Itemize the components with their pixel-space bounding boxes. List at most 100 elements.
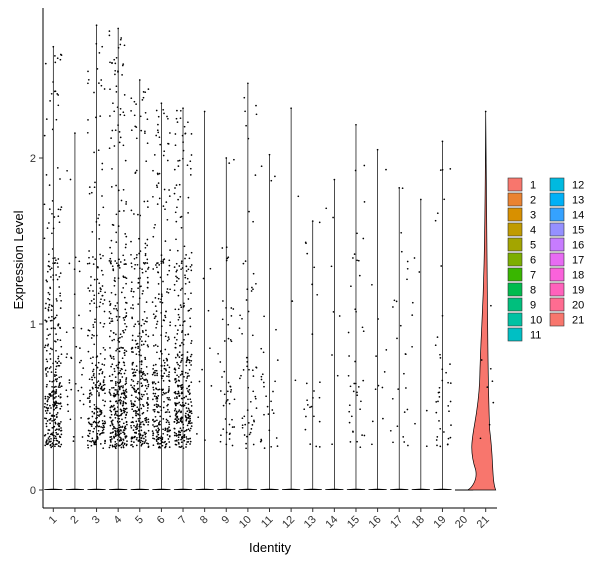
data-point <box>166 430 169 433</box>
data-point <box>178 384 180 387</box>
data-point <box>319 381 321 384</box>
data-point <box>116 302 119 304</box>
data-point <box>260 375 263 378</box>
data-point <box>121 357 124 360</box>
data-point <box>140 335 143 338</box>
data-point <box>95 386 98 389</box>
data-point <box>180 359 183 362</box>
data-point <box>173 434 176 437</box>
data-point <box>110 137 112 139</box>
data-point <box>252 443 255 446</box>
data-point <box>91 415 94 418</box>
data-point <box>137 417 140 420</box>
data-point <box>113 279 116 282</box>
data-point <box>93 343 96 346</box>
data-point <box>179 117 182 120</box>
data-point <box>93 373 95 375</box>
data-point <box>152 368 154 370</box>
data-point <box>174 408 177 410</box>
data-point <box>391 397 394 400</box>
data-point <box>184 402 187 405</box>
data-point <box>123 331 125 334</box>
data-point <box>78 260 81 263</box>
data-point <box>87 421 90 424</box>
data-point <box>179 434 182 436</box>
data-point <box>175 404 177 407</box>
data-point <box>276 359 279 361</box>
data-point <box>47 309 50 312</box>
data-point <box>175 435 178 437</box>
data-point <box>246 435 248 438</box>
data-point <box>96 390 99 392</box>
data-point <box>57 258 60 260</box>
data-point <box>425 409 428 412</box>
data-point <box>163 150 166 153</box>
data-point <box>188 384 191 387</box>
data-point <box>123 372 126 375</box>
data-point <box>136 424 138 427</box>
data-point <box>140 382 143 385</box>
data-point <box>168 388 170 390</box>
data-point <box>152 334 155 336</box>
data-point <box>102 325 105 328</box>
data-point <box>119 113 122 116</box>
data-point <box>120 372 122 375</box>
data-point <box>294 379 297 382</box>
data-point <box>125 314 128 317</box>
data-point <box>167 353 170 356</box>
data-point <box>90 276 92 278</box>
violin-15 <box>346 124 366 490</box>
data-point <box>109 88 111 91</box>
data-point <box>139 115 142 118</box>
data-point <box>93 403 96 406</box>
data-point <box>98 224 101 226</box>
data-point <box>176 421 179 423</box>
data-point <box>309 443 312 445</box>
data-point <box>185 270 188 272</box>
data-point <box>55 333 57 335</box>
data-point <box>96 416 98 419</box>
data-point <box>175 220 178 223</box>
data-point <box>190 307 192 310</box>
data-point <box>46 337 48 340</box>
data-point <box>162 262 165 264</box>
data-point <box>180 441 183 444</box>
data-point <box>124 427 127 430</box>
data-point <box>152 392 155 395</box>
data-point <box>254 397 257 400</box>
data-point <box>161 437 164 439</box>
data-point <box>45 412 48 414</box>
data-point <box>109 379 112 382</box>
data-point <box>178 351 181 353</box>
data-point <box>141 373 144 376</box>
data-point <box>92 370 94 373</box>
data-point <box>139 360 141 363</box>
data-point <box>102 273 104 276</box>
data-point <box>45 349 48 352</box>
data-point <box>57 364 60 367</box>
data-point <box>159 420 161 423</box>
data-point <box>181 370 183 373</box>
data-point <box>139 423 142 425</box>
data-point <box>174 392 177 395</box>
data-point <box>147 421 150 423</box>
data-point <box>120 291 123 294</box>
data-point <box>140 393 143 396</box>
data-point <box>98 82 100 84</box>
data-point <box>118 347 121 350</box>
data-point <box>166 364 169 366</box>
data-point <box>103 422 106 425</box>
legend-label-1: 1 <box>530 180 536 192</box>
data-point <box>143 393 145 396</box>
legend-label-13: 13 <box>572 195 584 207</box>
data-point <box>179 404 182 406</box>
data-point <box>43 346 46 349</box>
data-point <box>169 249 171 251</box>
data-point <box>251 424 254 426</box>
data-point <box>101 432 103 435</box>
data-point <box>94 258 97 261</box>
data-point <box>130 97 133 100</box>
data-point <box>99 257 102 260</box>
data-point <box>46 227 49 229</box>
data-point <box>118 399 121 402</box>
